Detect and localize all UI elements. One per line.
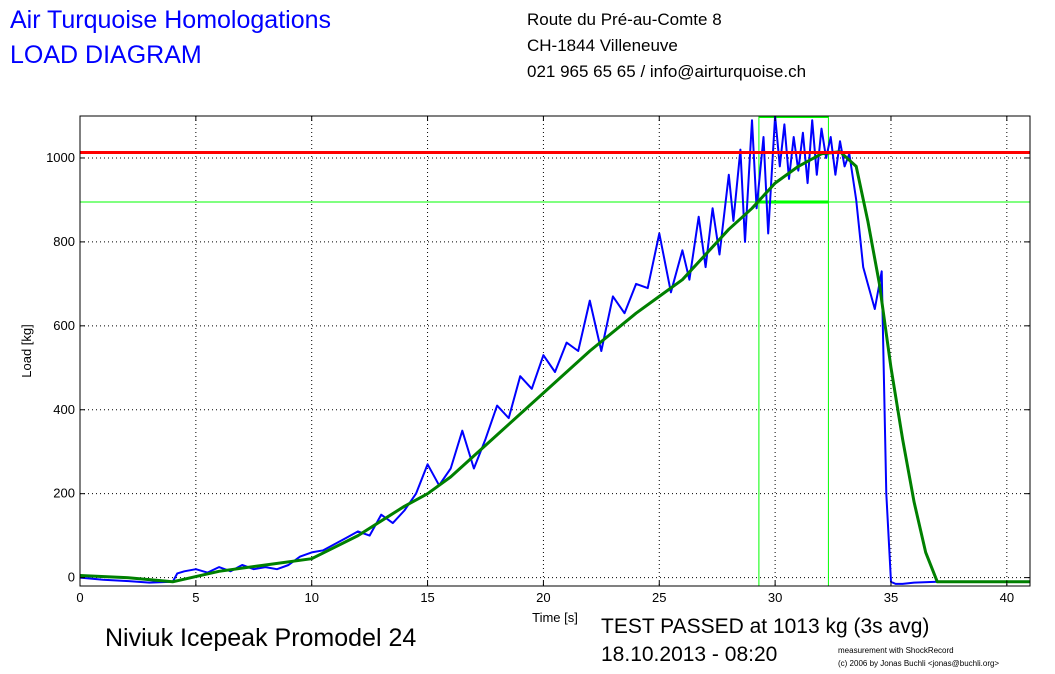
x-tick-label: 25	[652, 590, 666, 605]
address-street: Route du Pré-au-Comte 8	[527, 10, 722, 29]
credit-line: measurement with ShockRecord	[838, 646, 954, 655]
x-tick-label: 5	[192, 590, 199, 605]
test-datetime: 18.10.2013 - 08:20	[601, 643, 778, 666]
y-tick-label: 800	[53, 234, 75, 249]
x-tick-label: 30	[768, 590, 782, 605]
x-axis-label: Time [s]	[532, 610, 578, 625]
plot-frame	[79, 115, 1031, 587]
x-tick-label: 40	[1000, 590, 1014, 605]
x-tick-label: 15	[420, 590, 434, 605]
address-contact: 021 965 65 65 / info@airturquoise.ch	[527, 62, 807, 81]
copyright-line: (c) 2006 by Jonas Buchli <jonas@buchli.o…	[838, 659, 1000, 668]
y-tick-label: 600	[53, 318, 75, 333]
y-tick-label: 200	[53, 486, 75, 501]
y-tick-label: 400	[53, 402, 75, 417]
glider-model: Niviuk Icepeak Promodel 24	[105, 624, 417, 652]
x-tick-label: 10	[304, 590, 318, 605]
average-load-line	[80, 150, 1030, 584]
y-tick-label: 0	[68, 570, 75, 585]
y-axis-label: Load [kg]	[19, 324, 34, 378]
x-tick-label: 0	[76, 590, 83, 605]
x-tick-label: 35	[884, 590, 898, 605]
address-city: CH-1844 Villeneuve	[527, 36, 678, 55]
y-tick-label: 1000	[46, 150, 75, 165]
plot-area	[80, 116, 1030, 586]
test-verdict: TEST PASSED at 1013 kg (3s avg)	[601, 615, 930, 638]
diagram-title: LOAD DIAGRAM	[10, 41, 202, 69]
x-tick-label: 20	[536, 590, 550, 605]
app-title: Air Turquoise Homologations	[10, 6, 331, 34]
